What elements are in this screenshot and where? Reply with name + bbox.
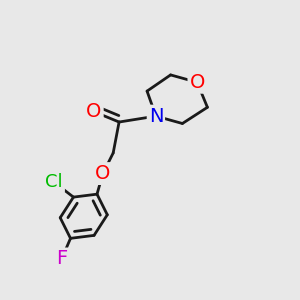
Text: O: O xyxy=(86,102,102,121)
Text: Cl: Cl xyxy=(46,173,63,191)
Text: F: F xyxy=(56,249,67,268)
Text: O: O xyxy=(95,164,111,183)
Text: O: O xyxy=(189,73,205,92)
Text: N: N xyxy=(148,106,163,126)
